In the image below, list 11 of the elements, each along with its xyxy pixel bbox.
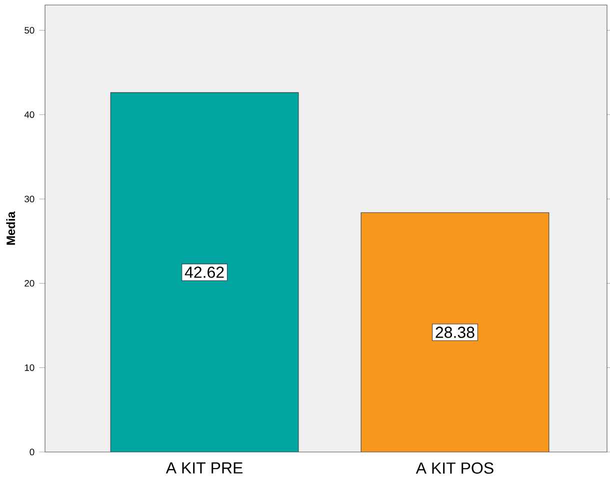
x-tick-label: A KIT POS xyxy=(416,462,494,474)
y-axis-title: Media xyxy=(6,211,16,245)
y-tick-label: 10 xyxy=(24,364,34,371)
y-tick-label: 40 xyxy=(24,111,34,118)
x-tick-label: A KIT PRE xyxy=(166,462,243,474)
data-label: 28.38 xyxy=(436,326,474,338)
data-label: 42.62 xyxy=(184,266,224,278)
y-tick-label: 20 xyxy=(24,280,34,287)
y-tick-label: 0 xyxy=(30,448,34,456)
y-tick-label: 30 xyxy=(24,196,34,202)
y-tick-label: 50 xyxy=(24,27,34,34)
